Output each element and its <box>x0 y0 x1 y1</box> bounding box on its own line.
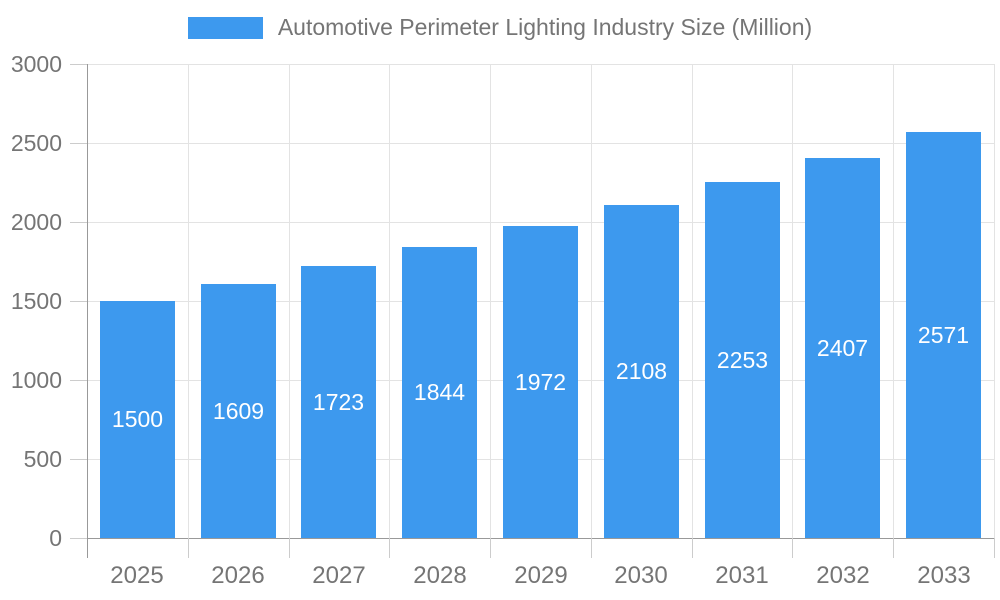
x-tick-mark <box>893 538 894 558</box>
legend-swatch <box>187 16 263 39</box>
bar-value-label: 1500 <box>111 406 164 432</box>
x-gridline <box>792 64 793 538</box>
x-axis-category-label: 2031 <box>715 562 769 589</box>
x-axis-category-label: 2028 <box>413 562 467 589</box>
x-axis-category-label: 2029 <box>514 562 568 589</box>
x-tick-mark <box>389 538 390 558</box>
y-axis-tick-label: 3000 <box>10 51 62 77</box>
x-axis-category-label: 2026 <box>211 562 265 589</box>
y-tick-mark <box>70 380 87 381</box>
y-gridline <box>87 222 994 223</box>
y-axis-tick-label: 500 <box>23 446 62 472</box>
bar-value-label: 1609 <box>212 397 265 424</box>
bar: 2407 <box>805 158 880 538</box>
x-tick-mark <box>692 538 693 558</box>
x-tick-mark <box>792 538 793 558</box>
bar-value-label: 2108 <box>615 358 668 384</box>
bar: 2253 <box>705 182 780 538</box>
bar: 1609 <box>201 284 276 538</box>
bar: 1972 <box>503 226 578 538</box>
x-gridline <box>490 64 491 538</box>
y-axis-tick-label: 1000 <box>10 367 62 393</box>
y-axis-tick-label: 2500 <box>10 130 62 156</box>
y-axis-line <box>87 64 88 558</box>
x-axis-baseline <box>87 538 994 539</box>
x-tick-mark <box>591 538 592 558</box>
x-tick-mark <box>188 538 189 558</box>
x-gridline <box>893 64 894 538</box>
bar-value-label: 1972 <box>514 368 567 395</box>
x-gridline <box>591 64 592 538</box>
y-tick-mark <box>70 459 87 460</box>
x-gridline <box>289 64 290 538</box>
y-tick-mark <box>70 143 87 144</box>
x-axis-category-label: 2025 <box>110 562 164 589</box>
x-tick-mark <box>289 538 290 558</box>
bar: 1844 <box>402 247 477 538</box>
bar: 2571 <box>906 132 981 538</box>
x-axis-category-label: 2032 <box>816 562 870 589</box>
x-tick-mark <box>994 538 995 558</box>
y-tick-mark <box>70 301 87 302</box>
bar-value-label: 1844 <box>413 379 466 405</box>
bar-value-label: 2253 <box>716 346 769 373</box>
y-axis-tick-label: 1500 <box>10 288 62 314</box>
legend-label: Automotive Perimeter Lighting Industry S… <box>277 14 813 40</box>
x-gridline <box>389 64 390 538</box>
bar-value-label: 1723 <box>312 388 365 415</box>
y-gridline <box>87 143 994 144</box>
y-tick-mark <box>70 222 87 223</box>
x-gridline <box>188 64 189 538</box>
x-tick-mark <box>490 538 491 558</box>
y-axis-tick-label: 0 <box>49 525 62 551</box>
y-axis-tick-label: 2000 <box>10 209 62 235</box>
bar-value-label: 2571 <box>917 321 970 348</box>
bar: 2108 <box>604 205 679 538</box>
x-axis-category-label: 2030 <box>614 562 668 589</box>
y-tick-mark <box>70 538 87 539</box>
x-axis-category-label: 2033 <box>917 562 971 589</box>
legend: Automotive Perimeter Lighting Industry S… <box>0 14 1000 41</box>
x-gridline <box>994 64 995 538</box>
x-gridline <box>692 64 693 538</box>
x-axis-category-label: 2027 <box>312 562 366 589</box>
bar: 1723 <box>301 266 376 538</box>
bar-value-label: 2407 <box>816 334 869 361</box>
bar: 1500 <box>100 301 175 538</box>
y-tick-mark <box>70 64 87 65</box>
y-gridline <box>87 64 994 65</box>
